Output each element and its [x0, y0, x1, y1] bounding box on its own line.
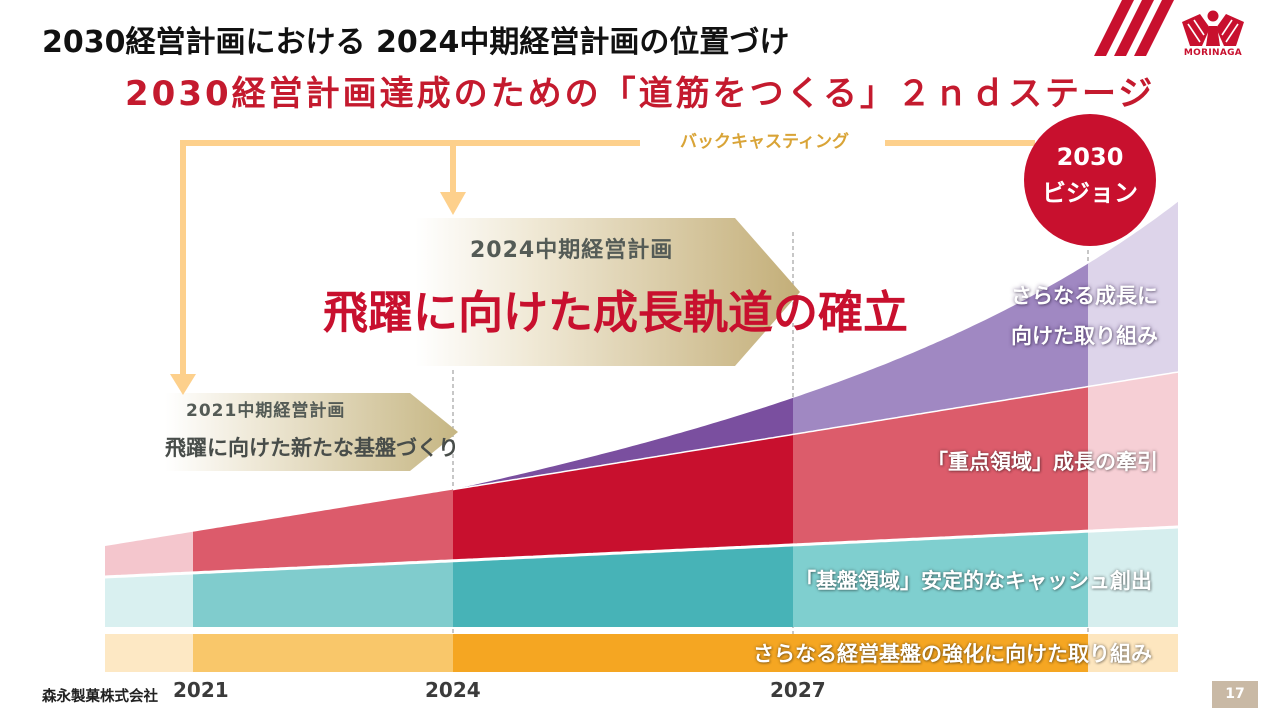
arrow-to-2021-head: [170, 374, 196, 395]
vision-circle: [1024, 114, 1156, 246]
growth-band-label-line2: 向けた取り組み: [1011, 324, 1158, 348]
band-management-2027-2030: [793, 634, 1089, 672]
band-priority-pre-2021: [105, 531, 194, 577]
band-separators: [104, 371, 1179, 579]
backcasting-arrows: [170, 140, 1035, 395]
band-foundation-pre-2021: [105, 572, 194, 627]
year-label-2021: 2021: [173, 678, 229, 702]
arrow-to-2024-head: [440, 192, 466, 215]
band-foundation-2027-2030: [793, 531, 1089, 627]
band-foundation-2021-2024: [193, 560, 454, 627]
logo-wordmark: MORINAGA: [1183, 48, 1243, 58]
plan-2021-theme: 飛躍に向けた新たな基盤づくり: [165, 436, 459, 460]
foundation-band-label: 「基盤領域」安定的なキャッシュ創出: [795, 569, 1152, 593]
vision-year: 2030: [1056, 143, 1124, 171]
morinaga-angel-mark-icon: [1182, 10, 1244, 46]
band-priority-beyond-2030: [1088, 372, 1178, 532]
band-foundation-beyond-2030: [1088, 527, 1178, 627]
band-growth-2027-2030: [793, 263, 1089, 435]
band-foundation-2024-2027: [453, 544, 794, 627]
chevron-2021-plan: [165, 393, 458, 471]
band-management-pre-2021: [105, 634, 194, 672]
plan-2024-theme: 飛躍に向けた成長軌道の確立: [323, 286, 909, 339]
separator-foundation-priority: [104, 525, 1178, 579]
company-name: 森永製菓株式会社: [42, 689, 158, 705]
header-stripes: [1094, 0, 1174, 56]
backcasting-label: バックキャスティング: [680, 132, 849, 152]
chevron-2024-plan: [415, 218, 800, 366]
year-label-2024: 2024: [425, 678, 481, 702]
growth-band-label-line1: さらなる成長に: [1011, 284, 1158, 308]
band-priority-2021-2024: [193, 489, 454, 573]
plan-2024-name: 2024中期経営計画: [470, 238, 674, 263]
header-stripe: [1114, 0, 1154, 56]
band-priority-2027-2030: [793, 386, 1089, 545]
header-stripe: [1094, 0, 1134, 56]
page-subtitle: 2030経営計画達成のための「道筋をつくる」２ｎｄステージ: [125, 74, 1156, 114]
bands-layer: [105, 201, 1178, 672]
band-growth-beyond-2030: [1088, 201, 1178, 387]
separator-priority-growth: [452, 371, 1179, 491]
band-growth-2024-2027: [453, 397, 794, 490]
page-number: 17: [1212, 681, 1258, 708]
plan-2021-name: 2021中期経営計画: [186, 401, 346, 421]
year-label-2027: 2027: [770, 678, 826, 702]
band-management-2024-2027: [453, 634, 794, 672]
management-band-label: さらなる経営基盤の強化に向けた取り組み: [753, 642, 1152, 666]
band-management-2021-2024: [193, 634, 454, 672]
priority-band-label: 「重点領域」成長の牽引: [927, 450, 1158, 474]
band-priority-2024-2027: [453, 434, 794, 561]
page-title: 2030経営計画における 2024中期経営計画の位置づけ: [42, 25, 790, 60]
header-stripe: [1134, 0, 1174, 56]
band-management-beyond-2030: [1088, 634, 1178, 672]
vision-label: ビジョン: [1042, 179, 1138, 207]
